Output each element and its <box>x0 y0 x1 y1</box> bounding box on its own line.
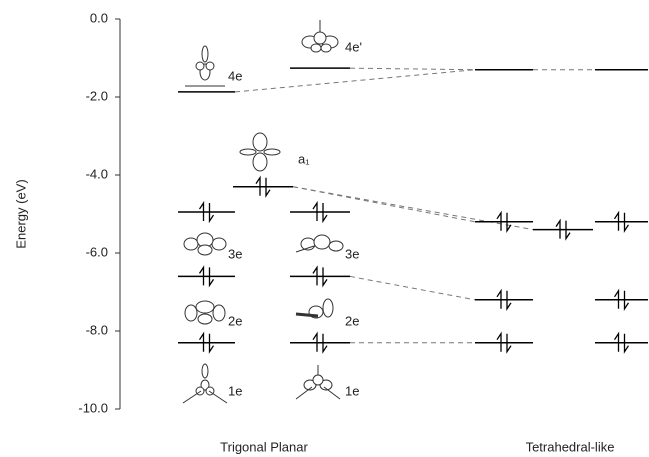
orbital-label: 2e <box>345 313 359 328</box>
y-tick-label: -4.0 <box>86 166 108 181</box>
electron-pair <box>555 218 571 241</box>
correlation-line <box>234 69 476 93</box>
y-tick-label: -8.0 <box>86 322 108 337</box>
electron-pair <box>496 331 512 354</box>
orbital-label: 1e <box>345 383 359 398</box>
electron-pair <box>613 331 630 354</box>
electron-pair <box>613 210 630 233</box>
correlation-line <box>349 275 476 301</box>
electron-pair <box>255 175 271 198</box>
y-axis-label: Energy (eV) <box>13 179 28 248</box>
electron-pair <box>496 210 512 233</box>
orbital-drawings <box>182 20 344 404</box>
orbital-label: 3e <box>228 246 242 261</box>
group-label: Tetrahedral-like <box>526 439 615 454</box>
y-tick-label: 0.0 <box>90 10 108 25</box>
orbital-label: 2e <box>228 313 242 328</box>
electron-pair <box>613 288 630 311</box>
correlation-line <box>292 186 534 231</box>
y-tick-label: -6.0 <box>86 244 108 259</box>
orbital-label: 4e' <box>345 39 362 54</box>
orbital-label: 4e <box>228 68 242 83</box>
orbital-label: a₁ <box>298 151 310 166</box>
electron-pair <box>312 265 328 288</box>
electron-pair <box>198 265 215 288</box>
y-tick-label: -10.0 <box>78 400 108 415</box>
orbital-label: 1e <box>228 383 242 398</box>
y-tick-label: -2.0 <box>86 88 108 103</box>
correlation-line <box>349 67 476 71</box>
electron-pair <box>198 331 215 354</box>
electron-pair <box>496 288 512 311</box>
orbital-label: 3e <box>345 246 359 261</box>
electron-pair <box>312 200 328 224</box>
group-label: Trigonal Planar <box>220 439 308 454</box>
electron-pair <box>198 200 215 224</box>
electron-pair <box>312 331 328 354</box>
